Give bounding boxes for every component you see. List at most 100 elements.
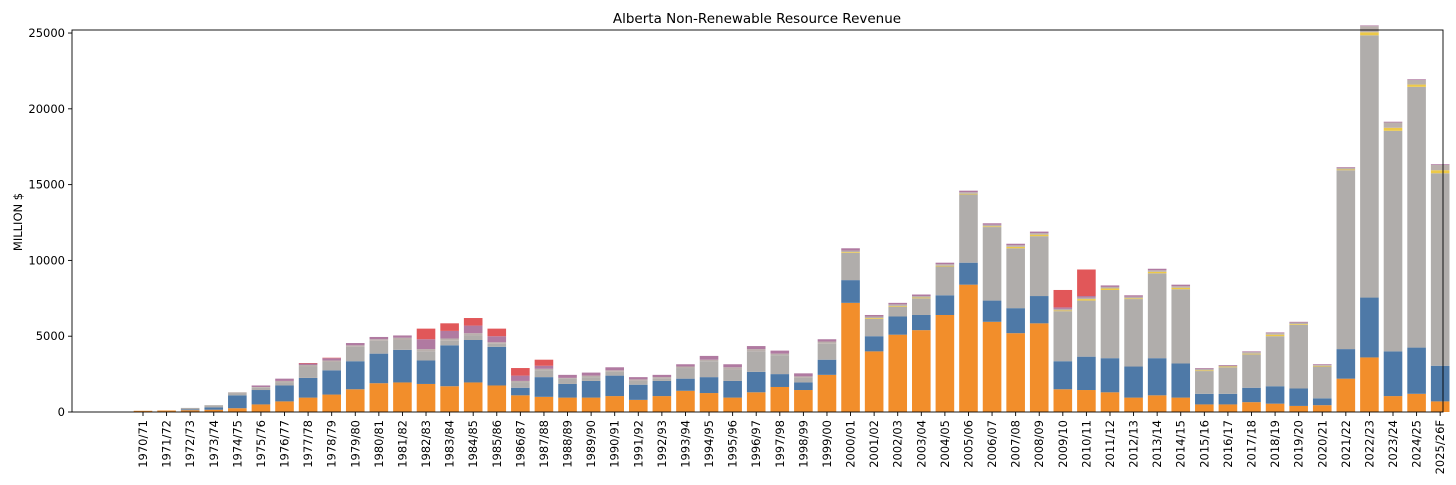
bar-yellow-2014/15 — [1171, 287, 1191, 290]
x-tick-label-2024/25: 2024/25 — [1410, 420, 1424, 468]
bar-blue-1991/92 — [628, 384, 648, 400]
bar-orange-1975/76 — [251, 404, 271, 412]
bar-purple-2022/23 — [1360, 25, 1379, 27]
bar-light-gray-1981/82 — [393, 337, 412, 340]
bar-orange-2025/26F — [1430, 401, 1450, 412]
bar-light-gray-1978/79 — [322, 360, 341, 362]
bar-gray-2000/01 — [841, 252, 860, 281]
x-tick-label-1974/75: 1974/75 — [230, 420, 244, 468]
bar-gray-1990/91 — [605, 371, 624, 376]
bar-blue-2002/03 — [888, 316, 908, 335]
bar-purple-1990/91 — [605, 367, 624, 371]
bar-orange-2012/13 — [1124, 397, 1143, 412]
x-tick-label-1971/72: 1971/72 — [160, 420, 174, 468]
bar-gray-2003/04 — [912, 298, 931, 315]
x-tick-label-1970/71: 1970/71 — [136, 420, 150, 468]
bar-orange-1986/87 — [511, 395, 530, 412]
bar-light-gray-1975/76 — [251, 386, 271, 388]
bar-purple-2006/07 — [982, 223, 1002, 225]
bar-light-gray-2009/10 — [1053, 308, 1073, 311]
bar-blue-1989/90 — [581, 380, 601, 398]
bar-blue-1998/99 — [794, 382, 813, 391]
x-tick-label-1996/97: 1996/97 — [749, 420, 763, 468]
bar-yellow-2004/05 — [935, 265, 955, 267]
bar-purple-2010/11 — [1077, 296, 1096, 298]
bar-gray-1999/00 — [817, 343, 837, 360]
x-tick-label-1981/82: 1981/82 — [395, 420, 409, 468]
bar-orange-2017/18 — [1242, 402, 1261, 412]
bar-orange-2021/22 — [1336, 378, 1356, 412]
bar-light-gray-2012/13 — [1124, 296, 1143, 299]
bar-blue-2015/16 — [1195, 393, 1214, 405]
bar-light-gray-1977/78 — [298, 365, 318, 367]
bar-gray-2012/13 — [1124, 299, 1143, 367]
bar-purple-1979/80 — [345, 343, 365, 346]
bar-yellow-2018/19 — [1265, 334, 1285, 337]
bar-purple-1983/84 — [440, 330, 459, 339]
bar-light-gray-2013/14 — [1147, 270, 1167, 272]
bar-purple-2017/18 — [1242, 351, 1261, 353]
bar-gray-1995/96 — [723, 369, 742, 381]
bar-light-gray-1998/99 — [794, 376, 813, 378]
bar-light-gray-1988/89 — [558, 377, 577, 379]
bar-light-gray-1986/87 — [511, 380, 530, 383]
bar-blue-1974/75 — [228, 395, 247, 409]
bar-blue-1983/84 — [440, 345, 459, 387]
x-tick-label-2001/02: 2001/02 — [867, 420, 881, 468]
bar-orange-1999/00 — [817, 374, 837, 412]
bar-purple-1994/95 — [699, 355, 719, 360]
bar-light-gray-1997/98 — [770, 353, 790, 356]
x-tick-label-1975/76: 1975/76 — [254, 420, 268, 468]
x-tick-label-2007/08: 2007/08 — [1009, 420, 1023, 468]
bar-light-gray-1979/80 — [345, 345, 365, 347]
bar-blue-1987/88 — [534, 377, 554, 397]
bar-light-gray-1985/86 — [487, 342, 507, 344]
x-tick-label-2012/13: 2012/13 — [1127, 420, 1141, 468]
bar-purple-1978/79 — [322, 358, 341, 361]
bar-blue-2020/21 — [1312, 398, 1332, 406]
y-tick-label-10000: 10000 — [28, 253, 65, 267]
bar-light-gray-1980/81 — [369, 339, 389, 341]
bar-gray-2007/08 — [1006, 248, 1025, 309]
bar-orange-2003/04 — [912, 330, 931, 412]
bar-gray-1987/88 — [534, 370, 554, 378]
bar-gray-1974/75 — [228, 393, 247, 396]
bar-light-gray-2007/08 — [1006, 245, 1025, 247]
x-tick-label-1979/80: 1979/80 — [348, 420, 362, 468]
bar-purple-2007/08 — [1006, 243, 1025, 246]
bar-purple-1996/97 — [746, 346, 766, 350]
bar-light-gray-1982/83 — [416, 349, 436, 352]
bar-light-gray-2018/19 — [1265, 333, 1285, 335]
bar-purple-1997/98 — [770, 350, 790, 354]
bar-purple-2011/12 — [1100, 285, 1120, 287]
bar-purple-2024/25 — [1407, 79, 1426, 81]
bar-orange-2018/19 — [1265, 403, 1285, 412]
bar-gray-1977/78 — [298, 366, 318, 378]
x-tick-label-1978/79: 1978/79 — [325, 420, 339, 468]
bar-orange-1994/95 — [699, 393, 719, 412]
bar-yellow-2001/02 — [864, 318, 884, 319]
plot-frame — [71, 29, 1444, 413]
bar-orange-1974/75 — [228, 408, 247, 412]
bar-yellow-2012/13 — [1124, 298, 1143, 300]
bar-yellow-2011/12 — [1100, 288, 1120, 290]
bar-yellow-2015/16 — [1195, 370, 1214, 372]
x-tick-label-2021/22: 2021/22 — [1339, 420, 1353, 468]
x-tick-label-2009/10: 2009/10 — [1056, 420, 1070, 468]
bar-orange-1996/97 — [746, 392, 766, 412]
bar-orange-1973/74 — [204, 409, 224, 412]
bar-blue-2012/13 — [1124, 366, 1143, 398]
x-tick-label-2020/21: 2020/21 — [1315, 420, 1329, 468]
bar-light-gray-2015/16 — [1195, 368, 1214, 371]
bar-yellow-2006/07 — [982, 226, 1002, 228]
bar-orange-1979/80 — [345, 389, 365, 412]
x-tick-label-1998/99: 1998/99 — [796, 420, 810, 468]
x-tick-label-2011/12: 2011/12 — [1103, 420, 1117, 468]
bar-gray-2018/19 — [1265, 336, 1285, 387]
bar-yellow-2002/03 — [888, 305, 908, 307]
bar-orange-2010/11 — [1077, 390, 1096, 412]
x-tick-label-1993/94: 1993/94 — [678, 420, 692, 468]
bar-orange-1978/79 — [322, 394, 341, 412]
bar-light-gray-2017/18 — [1242, 352, 1261, 354]
bar-red-1982/83 — [416, 328, 436, 340]
